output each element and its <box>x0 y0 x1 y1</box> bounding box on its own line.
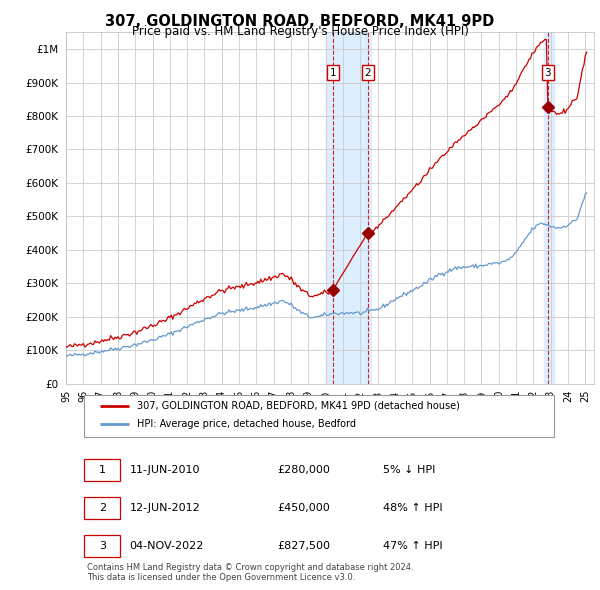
Text: 1: 1 <box>330 68 337 78</box>
Text: £280,000: £280,000 <box>277 465 330 475</box>
FancyBboxPatch shape <box>85 497 121 519</box>
Text: 1: 1 <box>99 465 106 475</box>
Text: 307, GOLDINGTON ROAD, BEDFORD, MK41 9PD: 307, GOLDINGTON ROAD, BEDFORD, MK41 9PD <box>106 14 494 28</box>
FancyBboxPatch shape <box>85 395 554 437</box>
Text: HPI: Average price, detached house, Bedford: HPI: Average price, detached house, Bedf… <box>137 419 356 430</box>
Text: £450,000: £450,000 <box>277 503 330 513</box>
Text: 04-NOV-2022: 04-NOV-2022 <box>130 541 204 551</box>
Text: £827,500: £827,500 <box>277 541 330 551</box>
Text: 2: 2 <box>365 68 371 78</box>
Text: 48% ↑ HPI: 48% ↑ HPI <box>383 503 442 513</box>
Text: 12-JUN-2012: 12-JUN-2012 <box>130 503 200 513</box>
Text: Price paid vs. HM Land Registry's House Price Index (HPI): Price paid vs. HM Land Registry's House … <box>131 25 469 38</box>
Text: 307, GOLDINGTON ROAD, BEDFORD, MK41 9PD (detached house): 307, GOLDINGTON ROAD, BEDFORD, MK41 9PD … <box>137 401 460 411</box>
Text: 3: 3 <box>545 68 551 78</box>
Text: 5% ↓ HPI: 5% ↓ HPI <box>383 465 435 475</box>
Text: 47% ↑ HPI: 47% ↑ HPI <box>383 541 442 551</box>
FancyBboxPatch shape <box>85 535 121 557</box>
Text: Contains HM Land Registry data © Crown copyright and database right 2024.
This d: Contains HM Land Registry data © Crown c… <box>87 563 414 582</box>
Text: 3: 3 <box>99 541 106 551</box>
Text: 11-JUN-2010: 11-JUN-2010 <box>130 465 200 475</box>
FancyBboxPatch shape <box>85 459 121 481</box>
Bar <box>544 32 554 384</box>
Bar <box>326 32 371 384</box>
Text: 2: 2 <box>99 503 106 513</box>
